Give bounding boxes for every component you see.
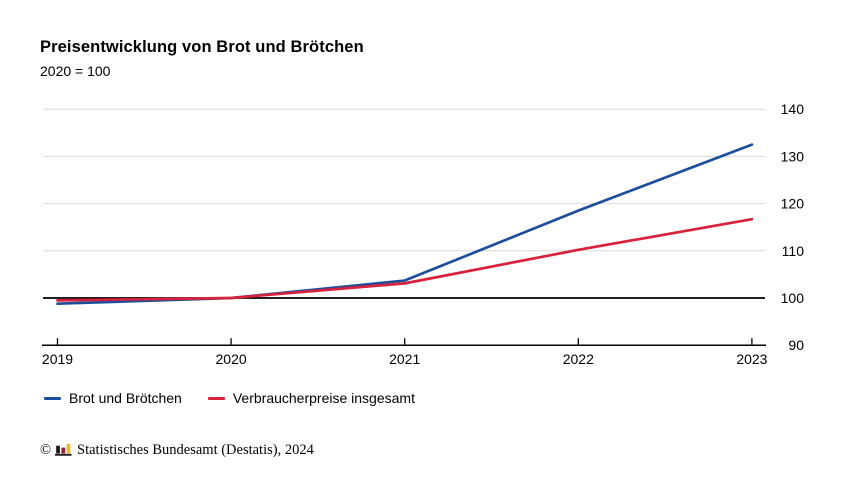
copyright-symbol: ©: [40, 442, 52, 458]
svg-text:2023: 2023: [736, 351, 767, 367]
svg-text:90: 90: [788, 337, 804, 353]
svg-text:2022: 2022: [563, 351, 594, 367]
legend-label: Verbraucherpreise insgesamt: [232, 390, 415, 406]
legend-item-brot: Brot und Brötchen: [44, 390, 182, 406]
svg-text:140: 140: [781, 101, 805, 117]
svg-text:100: 100: [781, 290, 805, 306]
svg-text:2021: 2021: [389, 351, 420, 367]
page-title: Preisentwicklung von Brot und Brötchen: [40, 38, 364, 56]
svg-text:120: 120: [781, 196, 805, 212]
source-attribution: © Statistisches Bundesamt (Destatis), 20…: [40, 442, 314, 459]
destatis-bar-chart-logo-icon: [55, 443, 72, 456]
chart-legend: Brot und Brötchen Verbraucherpreise insg…: [44, 390, 415, 406]
svg-text:110: 110: [782, 243, 805, 259]
svg-text:130: 130: [781, 148, 805, 164]
legend-label: Brot und Brötchen: [69, 390, 182, 406]
source-text: Statistisches Bundesamt (Destatis), 2024: [77, 442, 314, 458]
chart-subtitle-index-base: 2020 = 100: [40, 63, 111, 79]
red-line-swatch-icon: [207, 396, 225, 400]
svg-text:2020: 2020: [216, 351, 247, 367]
legend-item-verbraucherpreise: Verbraucherpreise insgesamt: [207, 390, 415, 406]
blue-line-swatch-icon: [44, 396, 61, 400]
svg-text:2019: 2019: [42, 351, 73, 367]
